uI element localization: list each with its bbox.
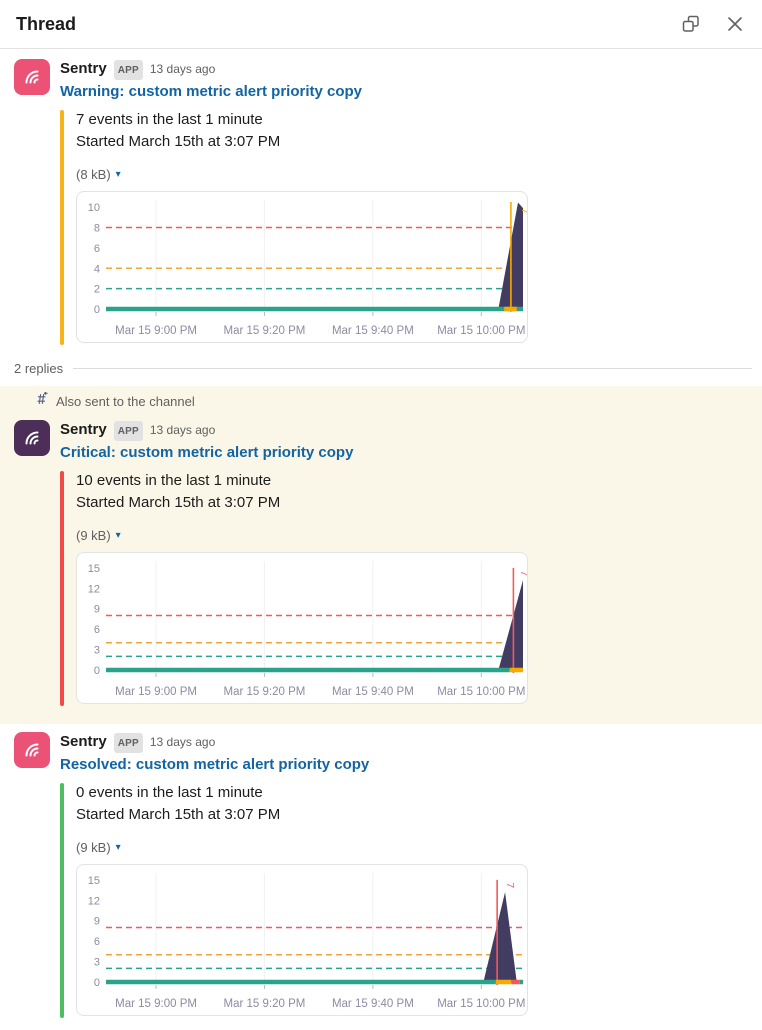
svg-text:0: 0 <box>94 977 100 989</box>
app-badge: APP <box>113 733 143 753</box>
alert-attachment: 10 events in the last 1 minute Started M… <box>60 469 746 710</box>
also-sent-label: Also sent to the channel <box>56 393 195 409</box>
svg-text:Mar 15 9:40 PM: Mar 15 9:40 PM <box>332 325 414 337</box>
sentry-avatar[interactable] <box>14 732 50 768</box>
message-critical: Sentry APP 13 days ago Critical: custom … <box>0 410 762 710</box>
thread-header: Thread <box>0 0 762 49</box>
started-line: Started March 15th at 3:07 PM <box>76 133 281 150</box>
svg-text:10: 10 <box>88 202 100 214</box>
svg-text:Mar 15 9:00 PM: Mar 15 9:00 PM <box>115 686 197 698</box>
attachment-size-label: (9 kB) <box>76 840 111 855</box>
svg-text:7: 7 <box>519 208 527 214</box>
svg-text:3: 3 <box>94 957 100 969</box>
svg-text:9: 9 <box>94 916 100 928</box>
svg-text:0: 0 <box>94 665 100 677</box>
alert-attachment: 0 events in the last 1 minute Started Ma… <box>60 781 746 1022</box>
svg-text:9: 9 <box>94 604 100 616</box>
message-timestamp[interactable]: 13 days ago <box>149 62 216 76</box>
svg-text:2: 2 <box>94 284 100 296</box>
also-sent-row: Also sent to the channel <box>0 386 762 410</box>
attachment-accent-bar <box>60 110 64 345</box>
chevron-down-icon: ▾ <box>115 529 121 541</box>
alert-title-link[interactable]: Critical: custom metric alert priority c… <box>60 444 354 461</box>
svg-text:12: 12 <box>88 895 100 907</box>
svg-text:6: 6 <box>94 243 100 255</box>
svg-text:Mar 15 9:20 PM: Mar 15 9:20 PM <box>224 325 306 337</box>
svg-text:Mar 15 10:00 PM: Mar 15 10:00 PM <box>437 998 525 1010</box>
events-line: 0 events in the last 1 minute <box>76 784 263 801</box>
svg-text:4: 4 <box>94 263 100 275</box>
svg-text:8: 8 <box>94 223 100 235</box>
svg-text:0: 0 <box>94 304 100 316</box>
alert-chart-image[interactable]: Mar 15 9:00 PM Mar 15 9:20 PM Mar 15 9:40 … <box>76 864 528 1016</box>
svg-text:Mar 15 9:20 PM: Mar 15 9:20 PM <box>224 998 306 1010</box>
channel-arrow-icon <box>34 391 48 410</box>
panel-title: Thread <box>16 13 77 34</box>
svg-text:Mar 15 10:00 PM: Mar 15 10:00 PM <box>437 325 525 337</box>
svg-text:15: 15 <box>88 563 100 575</box>
chevron-down-icon: ▾ <box>115 168 121 180</box>
sender-name[interactable]: Sentry <box>60 60 107 77</box>
message-warning: Sentry APP 13 days ago Warning: custom m… <box>0 49 762 349</box>
replies-divider: 2 replies <box>0 349 762 384</box>
svg-text:15: 15 <box>88 875 100 887</box>
attachment-accent-bar <box>60 471 64 706</box>
svg-text:Mar 15 9:00 PM: Mar 15 9:00 PM <box>115 998 197 1010</box>
sentry-avatar[interactable] <box>14 420 50 456</box>
popout-window-icon[interactable] <box>680 13 702 35</box>
alert-chart-image[interactable]: Mar 15 9:00 PM Mar 15 9:20 PM Mar 15 9:40 … <box>76 552 528 704</box>
svg-text:7: 7 <box>504 883 515 889</box>
attachment-size-label: (8 kB) <box>76 167 111 182</box>
alert-attachment: 7 events in the last 1 minute Started Ma… <box>60 108 746 349</box>
chevron-down-icon: ▾ <box>115 841 121 853</box>
highlighted-reply-block: Also sent to the channel Sentry APP 13 d… <box>0 386 762 724</box>
svg-text:Mar 15 9:40 PM: Mar 15 9:40 PM <box>332 686 414 698</box>
message-resolved: Sentry APP 13 days ago Resolved: custom … <box>0 724 762 1022</box>
svg-text:12: 12 <box>88 583 100 595</box>
svg-text:Mar 15 10:00 PM: Mar 15 10:00 PM <box>437 686 525 698</box>
message-timestamp[interactable]: 13 days ago <box>149 735 216 749</box>
sender-name[interactable]: Sentry <box>60 421 107 438</box>
alert-title-link[interactable]: Resolved: custom metric alert priority c… <box>60 756 370 773</box>
svg-text:6: 6 <box>94 624 100 636</box>
svg-text:Mar 15 9:00 PM: Mar 15 9:00 PM <box>115 325 197 337</box>
sender-name[interactable]: Sentry <box>60 733 107 750</box>
events-line: 7 events in the last 1 minute <box>76 111 263 128</box>
divider-line <box>73 368 752 369</box>
svg-text:6: 6 <box>94 936 100 948</box>
alert-chart-image[interactable]: Mar 15 9:00 PM Mar 15 9:20 PM Mar 15 9:40 … <box>76 191 528 343</box>
events-line: 10 events in the last 1 minute <box>76 472 272 489</box>
attachment-size-toggle[interactable]: (9 kB) ▾ <box>76 840 121 855</box>
sentry-avatar[interactable] <box>14 59 50 95</box>
replies-count: 2 replies <box>14 361 64 376</box>
attachment-size-label: (9 kB) <box>76 528 111 543</box>
app-badge: APP <box>113 421 143 441</box>
svg-text:Mar 15 9:40 PM: Mar 15 9:40 PM <box>332 998 414 1010</box>
svg-text:3: 3 <box>94 645 100 657</box>
started-line: Started March 15th at 3:07 PM <box>76 494 281 511</box>
close-icon[interactable] <box>724 13 746 35</box>
message-timestamp[interactable]: 13 days ago <box>149 423 216 437</box>
svg-text:Mar 15 9:20 PM: Mar 15 9:20 PM <box>224 686 306 698</box>
attachment-size-toggle[interactable]: (8 kB) ▾ <box>76 167 121 182</box>
alert-title-link[interactable]: Warning: custom metric alert priority co… <box>60 83 362 100</box>
attachment-size-toggle[interactable]: (9 kB) ▾ <box>76 528 121 543</box>
svg-text:7: 7 <box>518 571 527 577</box>
attachment-accent-bar <box>60 783 64 1018</box>
started-line: Started March 15th at 3:07 PM <box>76 806 281 823</box>
app-badge: APP <box>113 60 143 80</box>
